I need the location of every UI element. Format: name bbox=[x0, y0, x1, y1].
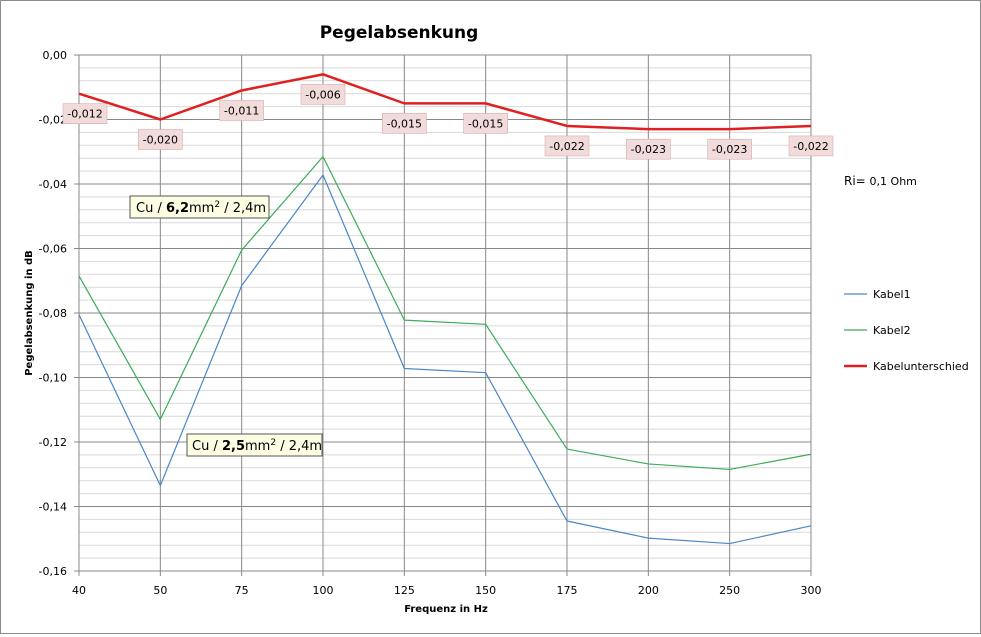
x-axis-label: Frequenz in Hz bbox=[404, 604, 488, 615]
x-tick-label: 125 bbox=[394, 584, 415, 597]
annotation-upper-suffix: / 2,4m bbox=[220, 201, 266, 216]
x-tick-label: 300 bbox=[801, 584, 822, 597]
data-label: -0,015 bbox=[387, 117, 422, 130]
chart-title: Pegelabsenkung bbox=[320, 23, 479, 43]
annotation-upper-bold: 6,2 bbox=[166, 201, 189, 216]
y-axis-label: Pegelabsenkung in dB bbox=[24, 250, 35, 376]
data-label: -0,022 bbox=[549, 140, 584, 153]
ri-value: 0,1 bbox=[870, 175, 888, 188]
y-tick-label: 0,00 bbox=[43, 49, 68, 62]
y-tick-label: -0,06 bbox=[39, 243, 67, 256]
data-label: -0,006 bbox=[305, 88, 340, 101]
data-label-box bbox=[300, 84, 346, 105]
ri-annotation: Ri= 0,1 Ohm bbox=[844, 174, 917, 188]
legend-label-kabel1: Kabel1 bbox=[873, 288, 911, 301]
x-tick-label: 75 bbox=[235, 584, 249, 597]
data-label-box bbox=[463, 113, 508, 134]
annotation-lower-bold: 2,5 bbox=[222, 439, 245, 454]
x-tick-label: 175 bbox=[557, 584, 578, 597]
annotation-upper-prefix: Cu / bbox=[136, 201, 166, 216]
data-label-box bbox=[219, 100, 264, 121]
y-tick-label: -0,04 bbox=[39, 178, 67, 191]
data-label-box bbox=[138, 129, 183, 150]
annotation-upper-box bbox=[129, 195, 270, 219]
ri-prefix: Ri= bbox=[844, 174, 870, 188]
legend-label-kabel2: Kabel2 bbox=[873, 324, 911, 337]
annotation-upper-cable: Cu / 6,2mm2 / 2,4m bbox=[129, 195, 270, 219]
y-tick-label: -0,08 bbox=[39, 307, 67, 320]
annotation-lower-sup: 2 bbox=[270, 438, 276, 448]
plot-area-border bbox=[78, 54, 812, 572]
annotation-lower-suffix: / 2,4m bbox=[276, 439, 322, 454]
annotation-lower-text: Cu / 2,5mm2 / 2,4m bbox=[192, 438, 322, 454]
y-tick-label: -0,16 bbox=[39, 565, 67, 578]
x-tick-label: 40 bbox=[72, 584, 86, 597]
series-line-kabel1 bbox=[78, 174, 812, 545]
data-label: -0,023 bbox=[712, 143, 747, 156]
series-line-kabel2 bbox=[78, 155, 812, 471]
data-label-box bbox=[626, 138, 671, 160]
y-tick-label: -0,02 bbox=[39, 114, 67, 127]
series-line-kabelunterschied bbox=[78, 73, 812, 131]
data-label-box bbox=[382, 113, 427, 134]
annotation-lower-cable: Cu / 2,5mm2 / 2,4m bbox=[186, 433, 323, 457]
data-label-box bbox=[788, 135, 834, 157]
annotation-lower-unit: mm bbox=[245, 439, 270, 454]
x-tick-label: 50 bbox=[153, 584, 167, 597]
x-tick-label: 200 bbox=[638, 584, 659, 597]
data-label: -0,011 bbox=[224, 104, 259, 117]
y-tick-label: -0,12 bbox=[39, 436, 67, 449]
x-tick-label: 150 bbox=[475, 584, 496, 597]
annotation-lower-box bbox=[186, 433, 323, 457]
data-label: -0,020 bbox=[143, 134, 178, 147]
data-label: -0,023 bbox=[631, 143, 666, 156]
series-lines bbox=[78, 73, 812, 545]
data-labels: -0,012 -0,020 -0,011 -0,006 -0,015 -0,015 -0,0… bbox=[62, 84, 834, 160]
y-tick-label: -0,14 bbox=[39, 501, 67, 514]
data-label: -0,015 bbox=[468, 117, 503, 130]
data-label: -0,012 bbox=[67, 108, 102, 121]
data-label: -0,022 bbox=[793, 140, 828, 153]
legend-label-kabelunterschied: Kabelunterschied bbox=[873, 360, 969, 373]
data-label-box bbox=[707, 138, 752, 160]
ri-unit: Ohm bbox=[887, 175, 917, 188]
annotation-upper-sup: 2 bbox=[214, 200, 220, 210]
data-label-box bbox=[62, 103, 108, 124]
data-label-box bbox=[544, 135, 590, 157]
x-tick-label: 250 bbox=[719, 584, 740, 597]
x-tick-labels: 40 50 75 100 125 150 175 200 250 300 bbox=[72, 584, 822, 597]
y-tick-labels: 0,00 -0,02 -0,04 -0,06 -0,08 -0,10 -0,12 -0,14 -… bbox=[39, 49, 67, 578]
x-tick-label: 100 bbox=[313, 584, 334, 597]
y-tick-label: -0,10 bbox=[39, 372, 67, 385]
annotation-upper-text: Cu / 6,2mm2 / 2,4m bbox=[136, 200, 266, 216]
legend: Kabel1 Kabel2 Kabelunterschied bbox=[844, 288, 969, 373]
annotation-lower-prefix: Cu / bbox=[192, 439, 222, 454]
major-grid bbox=[74, 54, 812, 576]
annotation-upper-unit: mm bbox=[189, 201, 214, 216]
